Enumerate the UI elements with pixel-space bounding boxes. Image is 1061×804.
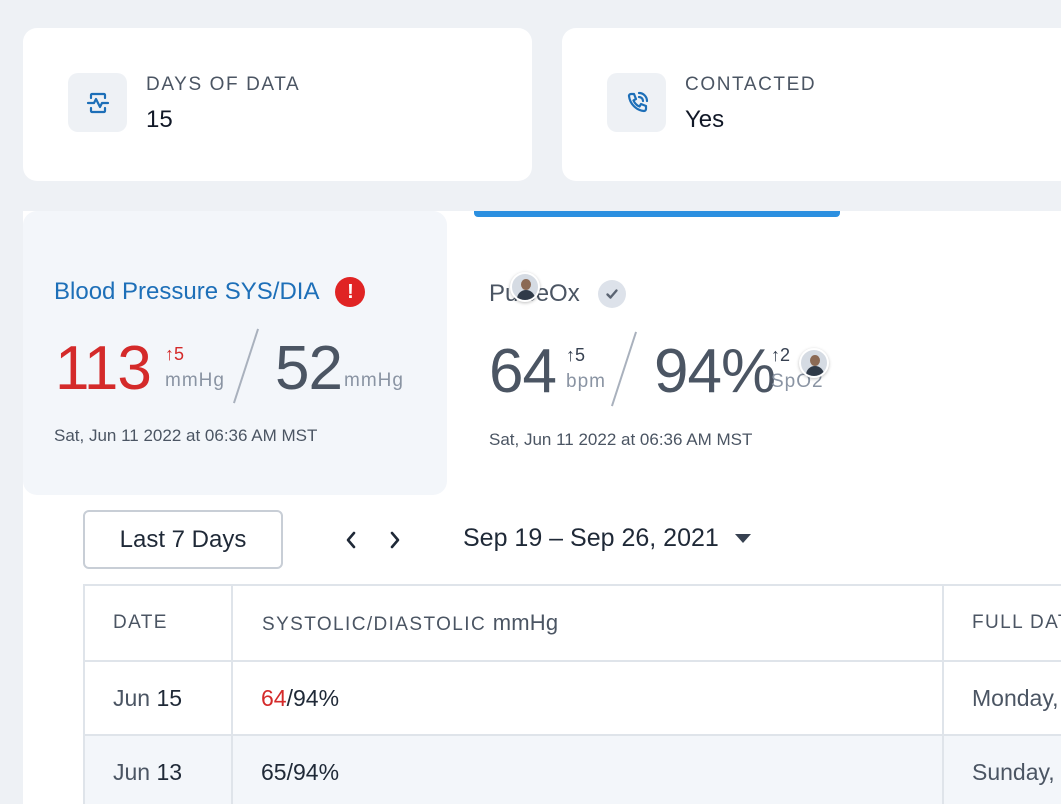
table-header-row: DATE SYSTOLIC/DIASTOLIC mmHg FULL DATE [83,584,1061,662]
reading-cell: 65/94% [231,734,944,804]
pulse-unit: bpm [566,371,606,392]
reading-rest-value: /94% [286,758,340,785]
days-of-data-value: 15 [146,106,173,133]
pulse-delta: ↑5 [566,345,586,365]
avatar-head-icon [521,279,531,290]
full-date-column-header[interactable]: FULL DATE [942,584,1061,662]
systolic-unit: mmHg [165,370,225,391]
blood-pressure-title-text: Blood Pressure SYS/DIA [54,278,320,305]
value-divider [232,328,260,404]
contacted-card: CONTACTED Yes [562,28,1061,181]
contacted-value: Yes [685,106,725,133]
pulse-value: 64 [489,337,557,406]
contacted-label: CONTACTED [685,74,817,95]
alert-icon: ! [335,277,366,307]
previous-range-chevron-left-icon[interactable] [338,526,364,554]
date-day: 13 [156,758,183,785]
phone-call-icon [607,73,666,132]
date-day: 15 [156,684,183,711]
date-range-dropdown[interactable]: Sep 19 – Sep 26, 2021 [463,524,751,553]
date-month: Jun [113,684,151,711]
diastolic-value: 52 [275,334,343,403]
blood-pressure-timestamp: Sat, Jun 11 2022 at 06:36 AM MST [54,426,318,445]
readings-table: DATE SYSTOLIC/DIASTOLIC mmHg FULL DATE J… [83,584,1061,804]
pulse-ox-tile[interactable]: PulseOx 64 ↑5 bpm 94% ↑2 SpO2 Sat, Jun 1… [466,211,856,495]
spo2-value: 94% [654,337,776,406]
blood-pressure-title: Blood Pressure SYS/DIA ! [54,277,366,307]
reading-high-value: 65 [261,758,287,785]
reading-cell: 64/94% [231,660,944,736]
systolic-delta: ↑5 [165,344,185,364]
diastolic-unit: mmHg [344,370,404,391]
reading-high-value: 64 [261,684,287,711]
avatar-body-icon [806,366,824,376]
spo2-delta: ↑2 [771,345,791,365]
date-column-header[interactable]: DATE [83,584,233,662]
days-of-data-card: DAYS OF DATA 15 [23,28,532,181]
full-date-cell: Monday, Jun 15 [942,660,1061,736]
systolic-value: 113 [55,334,152,403]
avatar[interactable] [510,272,540,302]
reading-rest-value: /94% [286,684,340,711]
pulse-ox-timestamp: Sat, Jun 11 2022 at 06:36 AM MST [489,430,753,449]
reading-header-label: SYSTOLIC/DIASTOLIC [262,614,487,635]
avatar-body-icon [517,290,535,300]
next-range-chevron-right-icon[interactable] [382,526,408,554]
date-month: Jun [113,758,151,785]
check-icon [597,280,626,308]
reading-header-unit: mmHg [492,610,559,635]
days-of-data-label: DAYS OF DATA [146,74,301,95]
table-row[interactable]: Jun 13 65/94% Sunday, Jun 13 [83,734,1061,804]
date-cell: Jun 13 [83,734,233,804]
heart-monitor-icon [68,73,127,132]
avatar-head-icon [810,355,820,366]
date-cell: Jun 15 [83,660,233,736]
caret-down-icon [734,534,751,543]
blood-pressure-tile[interactable]: Blood Pressure SYS/DIA ! 113 ↑5 mmHg 52 … [23,211,447,495]
date-range-label: Sep 19 – Sep 26, 2021 [463,524,719,552]
reading-column-header[interactable]: SYSTOLIC/DIASTOLIC mmHg [231,584,944,662]
tab-indicator [474,211,840,217]
avatar[interactable] [799,348,829,378]
value-divider [610,331,638,407]
last-7-days-button[interactable]: Last 7 Days [83,510,283,569]
full-date-cell: Sunday, Jun 13 [942,734,1061,804]
table-row[interactable]: Jun 15 64/94% Monday, Jun 15 [83,660,1061,736]
